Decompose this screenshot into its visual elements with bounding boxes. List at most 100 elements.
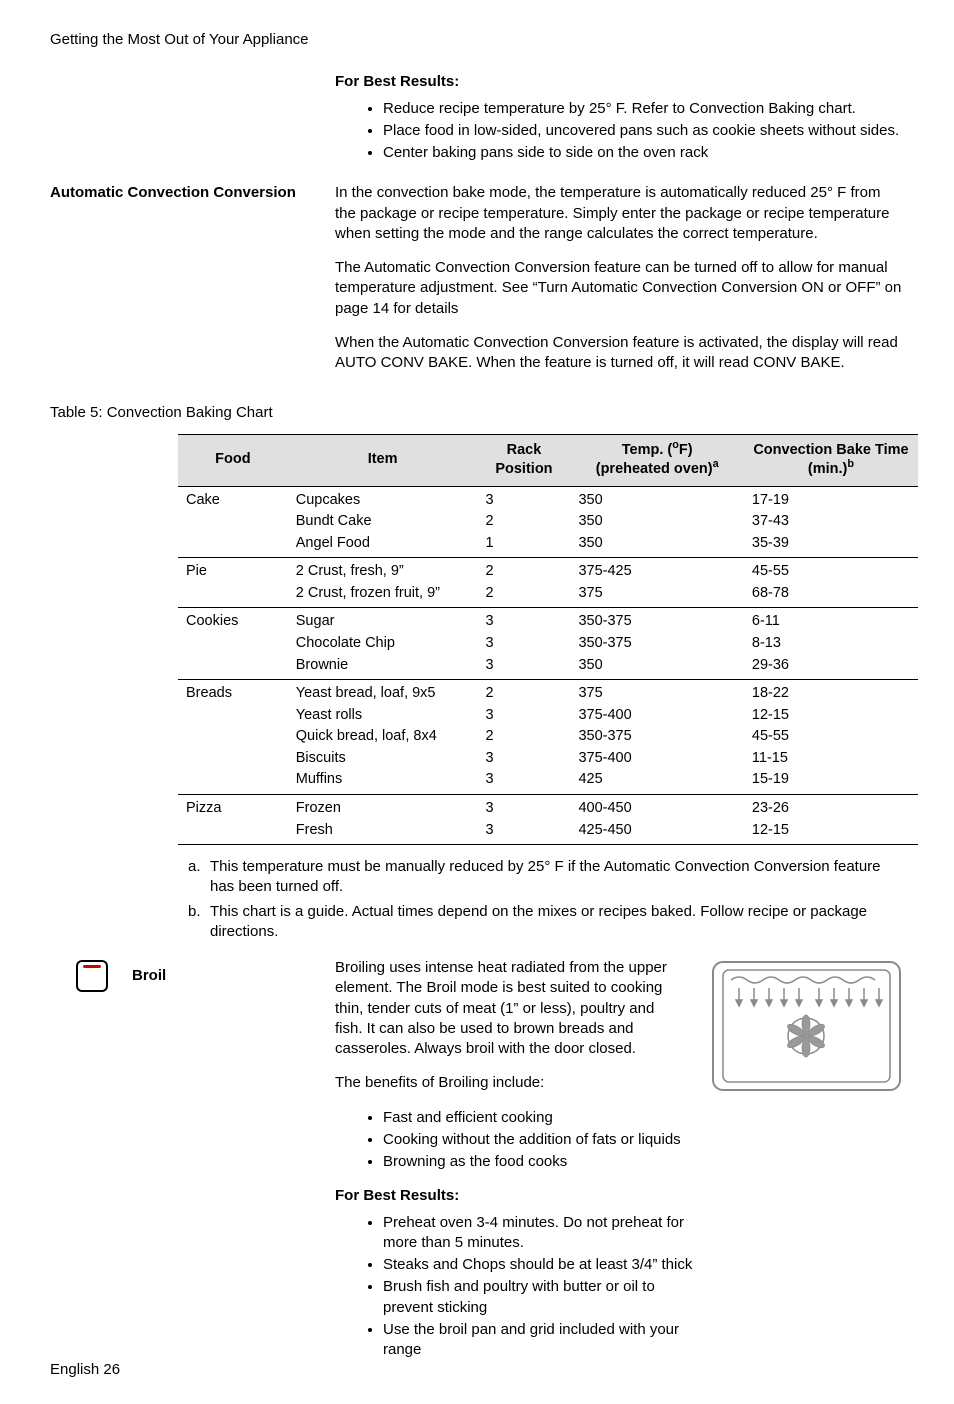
cell-time: 29-36: [744, 655, 918, 680]
cell-food: [178, 533, 288, 558]
oven-broil-diagram: [709, 958, 904, 1104]
cell-food: Breads: [178, 680, 288, 705]
cell-item: Muffins: [288, 769, 478, 794]
txt: (min.): [808, 461, 847, 477]
cell-item: Bundt Cake: [288, 511, 478, 533]
table-row: CakeCupcakes335017-19: [178, 486, 918, 511]
broil-fbr-title: For Best Results:: [335, 1186, 699, 1206]
table-row: Angel Food135035-39: [178, 533, 918, 558]
cell-rack: 2: [477, 558, 570, 583]
cell-food: [178, 820, 288, 845]
list-item: Steaks and Chops should be at least 3/4”…: [383, 1255, 699, 1275]
cell-item: Sugar: [288, 608, 478, 633]
table-row: Quick bread, loaf, 8x42350-37545-55: [178, 726, 918, 748]
broil-p1: Broiling uses intense heat radiated from…: [335, 958, 675, 1059]
table-header-row: Food Item Rack Position Temp. (oF) (preh…: [178, 434, 918, 486]
table-row: BreadsYeast bread, loaf, 9x5237518-22: [178, 680, 918, 705]
cell-item: Brownie: [288, 655, 478, 680]
cell-rack: 2: [477, 583, 570, 608]
txt: (preheated oven): [596, 461, 713, 477]
broil-section: Broil Broiling uses intense heat radiate…: [50, 958, 904, 1374]
fbr1-list: Reduce recipe temperature by 25° F. Refe…: [335, 99, 904, 164]
list-item: Use the broil pan and grid included with…: [383, 1320, 699, 1361]
table-row: PizzaFrozen3400-45023-26: [178, 794, 918, 819]
table-row: CookiesSugar3350-3756-11: [178, 608, 918, 633]
cell-temp: 425: [570, 769, 743, 794]
for-best-results-top: For Best Results: Reduce recipe temperat…: [50, 72, 904, 177]
list-item: Brush fish and poultry with butter or oi…: [383, 1277, 699, 1318]
cell-rack: 3: [477, 705, 570, 727]
table-row: Fresh3425-45012-15: [178, 820, 918, 845]
sup: o: [672, 439, 679, 451]
cell-item: 2 Crust, fresh, 9”: [288, 558, 478, 583]
cell-temp: 350-375: [570, 608, 743, 633]
cell-temp: 400-450: [570, 794, 743, 819]
cell-food: [178, 633, 288, 655]
table-row: Yeast rolls3375-40012-15: [178, 705, 918, 727]
list-item: Reduce recipe temperature by 25° F. Refe…: [383, 99, 904, 119]
cell-item: Cupcakes: [288, 486, 478, 511]
cell-item: Fresh: [288, 820, 478, 845]
txt: Convection Bake Time: [753, 442, 908, 458]
cell-time: 12-15: [744, 820, 918, 845]
txt: Rack: [507, 442, 542, 458]
cell-food: [178, 748, 288, 770]
cell-time: 37-43: [744, 511, 918, 533]
fbr1-title: For Best Results:: [335, 72, 904, 92]
oven-icon: [709, 958, 904, 1098]
cell-temp: 350-375: [570, 633, 743, 655]
footnote-tag: b.: [188, 902, 210, 943]
cell-food: [178, 726, 288, 748]
cell-rack: 3: [477, 486, 570, 511]
table-caption: Table 5: Convection Baking Chart: [50, 403, 904, 423]
cell-temp: 375: [570, 583, 743, 608]
convection-baking-table: Food Item Rack Position Temp. (oF) (preh…: [178, 434, 918, 846]
cell-temp: 375-400: [570, 705, 743, 727]
cell-time: 35-39: [744, 533, 918, 558]
cell-rack: 3: [477, 748, 570, 770]
table-row: Chocolate Chip3350-3758-13: [178, 633, 918, 655]
page-header: Getting the Most Out of Your Appliance: [50, 30, 904, 50]
document-page: Getting the Most Out of Your Appliance F…: [0, 0, 954, 1404]
auto-conv-p1: In the convection bake mode, the tempera…: [335, 183, 904, 244]
cell-temp: 350-375: [570, 726, 743, 748]
table-row: Bundt Cake235037-43: [178, 511, 918, 533]
cell-rack: 3: [477, 794, 570, 819]
broil-label: Broil: [132, 966, 166, 986]
broil-benefits-intro: The benefits of Broiling include:: [335, 1073, 699, 1093]
cell-food: Pie: [178, 558, 288, 583]
broil-benefits-list: Fast and efficient cooking Cooking witho…: [335, 1108, 699, 1173]
cell-time: 17-19: [744, 486, 918, 511]
cell-temp: 425-450: [570, 820, 743, 845]
sup: b: [847, 458, 854, 470]
cell-time: 45-55: [744, 558, 918, 583]
list-item: Cooking without the addition of fats or …: [383, 1130, 699, 1150]
list-item: Center baking pans side to side on the o…: [383, 143, 904, 163]
cell-item: Yeast rolls: [288, 705, 478, 727]
txt: Position: [485, 460, 562, 480]
cell-rack: 2: [477, 726, 570, 748]
page-footer: English 26: [50, 1360, 120, 1380]
cell-food: Pizza: [178, 794, 288, 819]
cell-time: 11-15: [744, 748, 918, 770]
footnote-b: b. This chart is a guide. Actual times d…: [188, 902, 908, 943]
cell-food: [178, 583, 288, 608]
cell-food: Cake: [178, 486, 288, 511]
cell-food: [178, 705, 288, 727]
col-time: Convection Bake Time (min.)b: [744, 434, 918, 486]
cell-rack: 2: [477, 511, 570, 533]
table-row: Muffins342515-19: [178, 769, 918, 794]
cell-rack: 3: [477, 655, 570, 680]
table-row: Biscuits3375-40011-15: [178, 748, 918, 770]
col-food: Food: [178, 434, 288, 486]
cell-time: 68-78: [744, 583, 918, 608]
cell-item: Quick bread, loaf, 8x4: [288, 726, 478, 748]
list-item: Place food in low-sided, uncovered pans …: [383, 121, 904, 141]
cell-food: Cookies: [178, 608, 288, 633]
table-footnotes: a. This temperature must be manually red…: [188, 857, 908, 942]
auto-conv-label: Automatic Convection Conversion: [50, 184, 296, 201]
cell-time: 23-26: [744, 794, 918, 819]
cell-item: Chocolate Chip: [288, 633, 478, 655]
footnote-tag: a.: [188, 857, 210, 898]
cell-item: Yeast bread, loaf, 9x5: [288, 680, 478, 705]
